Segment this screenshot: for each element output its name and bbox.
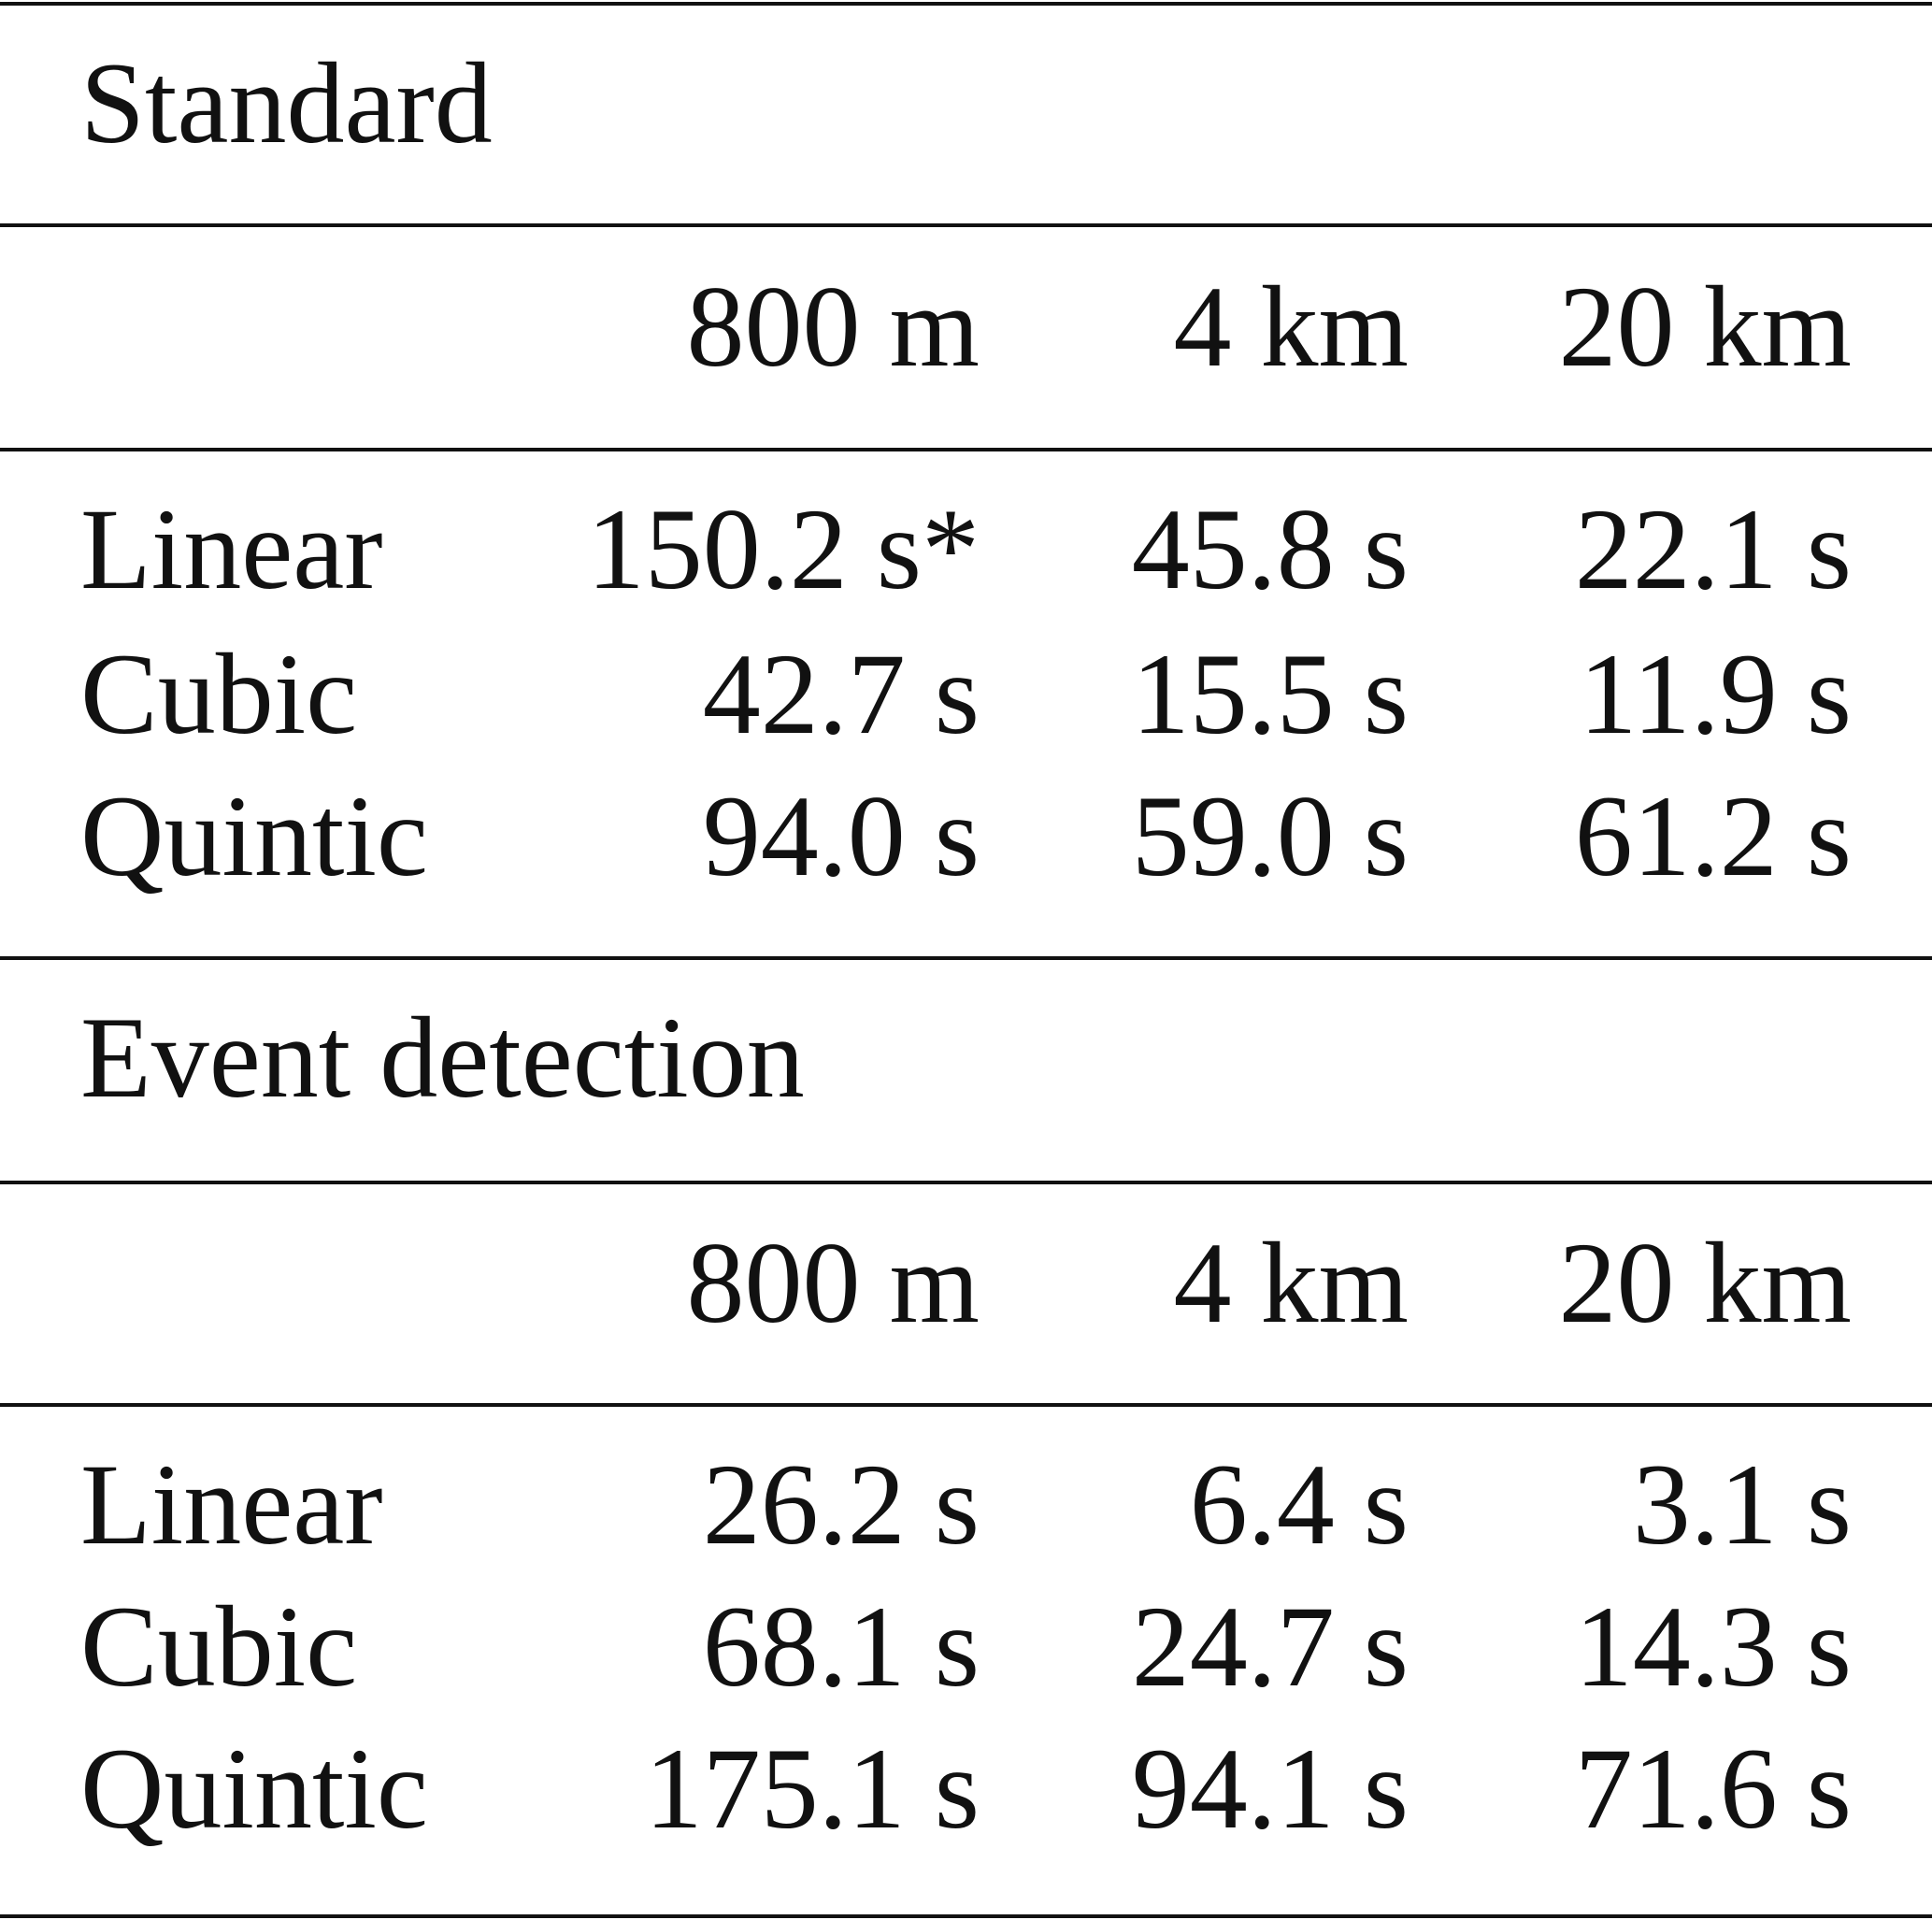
cell: 175.1 s (645, 1725, 980, 1853)
row-label: Linear (80, 485, 383, 613)
row-label: Cubic (80, 630, 357, 758)
cell: 71.6 s (1575, 1725, 1852, 1853)
row-label: Linear (80, 1440, 383, 1569)
column-header: 800 m (687, 263, 980, 391)
cell: 22.1 s (1575, 485, 1852, 613)
cell: 59.0 s (1132, 772, 1409, 900)
column-header: 800 m (687, 1219, 980, 1347)
cell: 15.5 s (1132, 630, 1409, 758)
cell: 3.1 s (1633, 1440, 1852, 1569)
section-title: Event detection (80, 994, 805, 1122)
cell: 45.8 s (1132, 485, 1409, 613)
column-header: 20 km (1559, 1219, 1852, 1347)
column-header: 4 km (1174, 1219, 1409, 1347)
cell: 24.7 s (1132, 1583, 1409, 1711)
section-title: Standard (80, 39, 493, 167)
cell: 68.1 s (703, 1583, 980, 1711)
column-header: 20 km (1559, 263, 1852, 391)
column-header: 4 km (1174, 263, 1409, 391)
cell: 61.2 s (1575, 772, 1852, 900)
cell: 11.9 s (1579, 630, 1852, 758)
cell: 6.4 s (1190, 1440, 1409, 1569)
cell: 94.1 s (1132, 1725, 1409, 1853)
row-label: Quintic (80, 772, 428, 900)
cell: 150.2 s* (587, 485, 980, 613)
row-label: Quintic (80, 1725, 428, 1853)
cell: 14.3 s (1575, 1583, 1852, 1711)
cell: 26.2 s (703, 1440, 980, 1569)
row-label: Cubic (80, 1583, 357, 1711)
cell: 42.7 s (703, 630, 980, 758)
cell: 94.0 s (703, 772, 980, 900)
